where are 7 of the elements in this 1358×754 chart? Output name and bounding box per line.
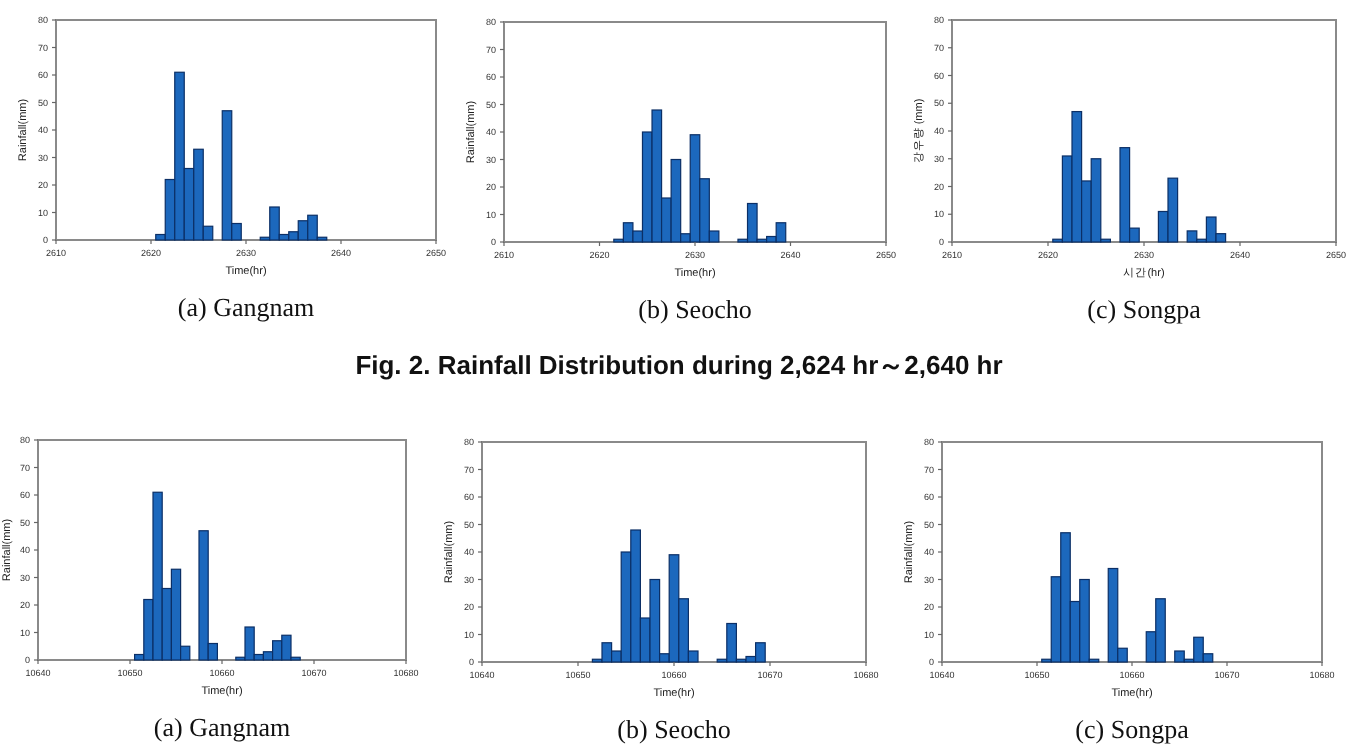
- text: (c) Songpa: [1087, 294, 1202, 324]
- text: (a) Gangnam: [177, 292, 315, 322]
- text: (b) Seocho: [638, 294, 752, 324]
- text: (b) Seocho: [617, 714, 731, 744]
- text: (a) Gangnam: [153, 712, 291, 742]
- caption: Fig. 2. Rainfall Distribution during 2,624 hr～2,640 hr: [355, 350, 1003, 380]
- text: (c) Songpa: [1075, 714, 1190, 744]
